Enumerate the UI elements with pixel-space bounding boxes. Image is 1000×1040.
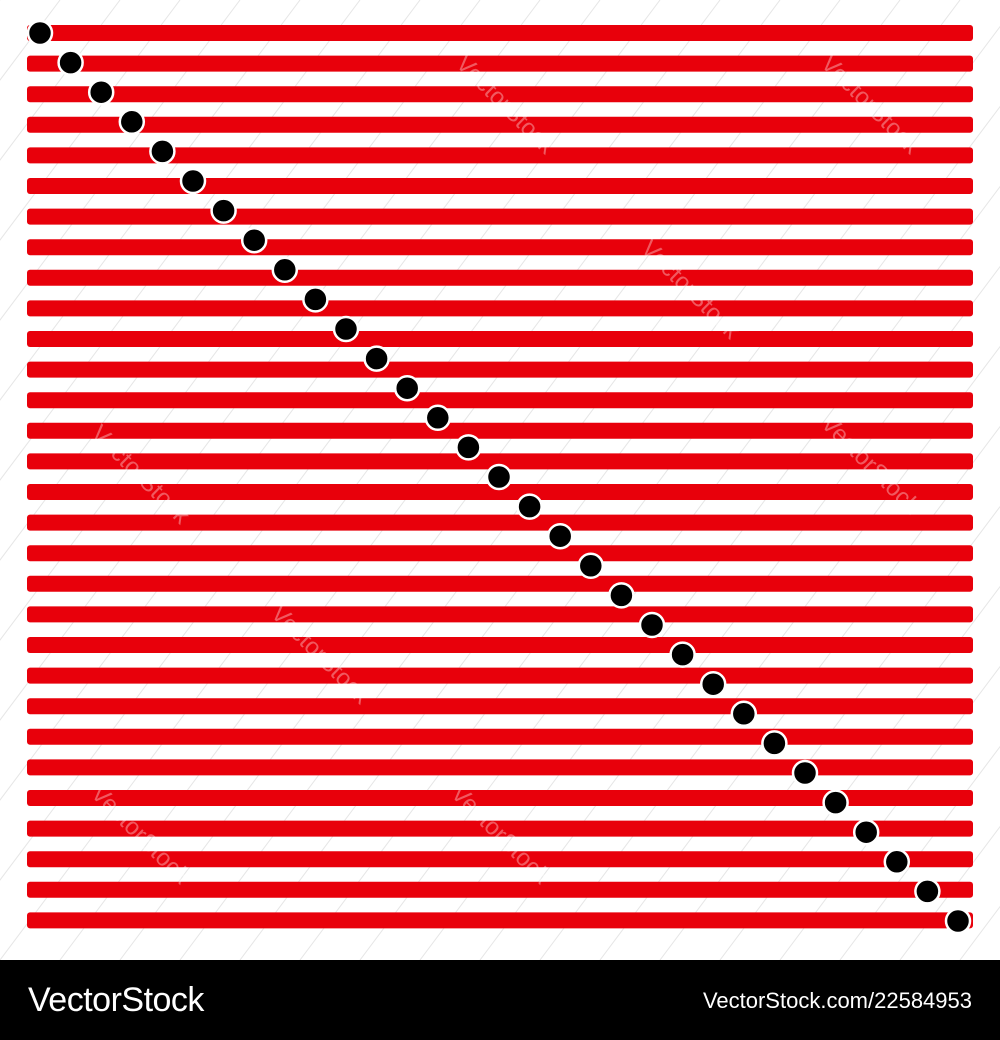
black-dot	[332, 315, 360, 343]
black-dot	[791, 759, 819, 787]
red-stripe	[27, 239, 973, 256]
black-dot	[240, 226, 268, 254]
black-dot	[179, 167, 207, 195]
watermark-diagonal-line	[0, 0, 661, 881]
red-stripe	[27, 606, 973, 623]
red-stripe	[27, 912, 973, 929]
red-stripe	[27, 116, 973, 133]
red-stripe	[27, 86, 973, 103]
watermark-diagonal-line	[0, 0, 61, 81]
black-dot	[424, 404, 452, 432]
watermark-diagonal-line	[539, 345, 1000, 961]
black-dot	[730, 700, 758, 728]
black-dot	[883, 848, 911, 876]
red-stripe	[27, 728, 973, 745]
black-dot	[638, 611, 666, 639]
black-dot	[210, 197, 237, 224]
red-stripe	[27, 851, 973, 868]
red-stripe	[27, 55, 973, 72]
black-dot	[271, 256, 299, 284]
black-dot	[57, 49, 84, 76]
red-stripe	[27, 820, 973, 837]
black-dot	[608, 582, 635, 609]
image-reference: VectorStock.com/22584953	[702, 988, 972, 1013]
red-stripe	[27, 300, 973, 317]
watermark-diagonal-line	[0, 0, 421, 561]
black-dot	[699, 670, 727, 698]
watermark-diagonal-line	[659, 505, 1000, 961]
black-dot	[118, 108, 146, 136]
black-dot	[822, 789, 849, 816]
footer-bar: VectorStock VectorStock.com/22584953	[0, 960, 1000, 1040]
red-stripe	[27, 575, 973, 592]
red-stripe	[27, 422, 973, 439]
red-stripes	[27, 25, 973, 929]
watermark-diagonal-line	[0, 0, 541, 721]
red-stripe	[27, 790, 973, 806]
black-dot	[761, 730, 788, 757]
black-dot	[944, 907, 972, 935]
watermark-diagonal-line	[239, 0, 961, 961]
black-dots	[26, 19, 972, 935]
black-dot	[914, 878, 941, 905]
red-stripe	[27, 361, 973, 378]
red-stripe	[27, 147, 973, 164]
artwork-canvas: VectorStock VectorStockVectorStockVectorS…	[0, 0, 1000, 961]
black-dot	[87, 78, 115, 106]
black-dot	[852, 818, 880, 846]
stripe-dot-artwork: VectorStock VectorStock VectorStock VectorS…	[0, 0, 1000, 961]
black-dot	[546, 522, 574, 550]
red-stripe	[27, 208, 973, 225]
red-stripe	[27, 698, 973, 715]
red-stripe	[27, 269, 973, 286]
black-dot	[302, 286, 329, 313]
watermark-diagonal-line	[959, 905, 1000, 961]
red-stripe	[27, 392, 973, 409]
black-dot	[516, 493, 543, 520]
black-dot	[485, 463, 513, 491]
red-stripe	[27, 331, 973, 347]
red-stripe	[27, 881, 973, 898]
brand-logo-text: VectorStock	[28, 981, 204, 1019]
red-stripe	[27, 667, 973, 684]
watermark-diagonal-line	[479, 265, 1000, 961]
red-stripe	[27, 545, 973, 562]
watermark-diagonal-line	[719, 585, 1000, 961]
red-stripe	[27, 484, 973, 500]
black-dot	[149, 138, 176, 165]
black-dot	[363, 345, 390, 372]
black-dot	[669, 641, 696, 668]
red-stripe	[27, 453, 973, 470]
black-dot	[577, 552, 605, 580]
red-stripe	[27, 637, 973, 653]
black-dot	[26, 19, 54, 47]
black-dot	[393, 374, 421, 402]
red-stripe	[27, 25, 973, 41]
red-stripe	[27, 178, 973, 194]
black-dot	[455, 434, 482, 461]
red-stripe	[27, 514, 973, 531]
red-stripe	[27, 759, 973, 776]
